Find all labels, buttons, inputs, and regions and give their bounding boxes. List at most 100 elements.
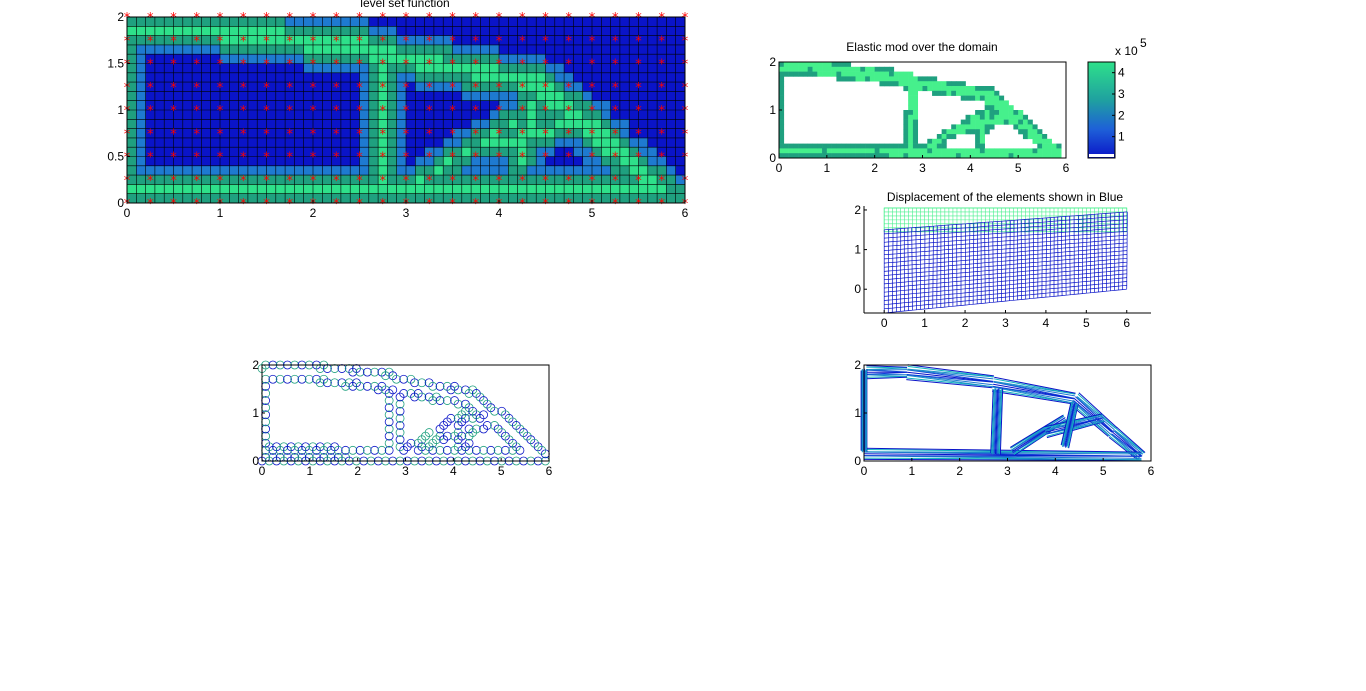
elastic-mod-cell <box>1032 138 1038 144</box>
node-marker: * <box>566 34 573 49</box>
level-set-cell <box>378 54 388 64</box>
level-set-cell <box>350 63 360 74</box>
elastic-mod-cell <box>903 110 909 116</box>
elastic-mod-cell <box>903 143 909 149</box>
elastic-mod-cell <box>850 143 856 149</box>
level-set-cell <box>489 26 500 36</box>
level-set-cell <box>229 147 239 157</box>
level-set-cell <box>173 165 184 176</box>
node-marker: * <box>449 174 456 189</box>
level-set-cell <box>415 54 425 64</box>
elastic-mod-cell <box>979 138 985 144</box>
elastic-mod-cell <box>908 100 914 106</box>
level-set-cell <box>666 17 676 27</box>
level-set-cell <box>220 91 230 101</box>
elastic-mod-cell <box>989 153 995 159</box>
node-marker: * <box>496 34 503 49</box>
elastic-mod-cell <box>855 71 861 77</box>
x-tick-label: 4 <box>450 464 457 478</box>
x-tick-label: 0 <box>124 206 131 220</box>
level-set-cell <box>220 63 230 74</box>
elastic-mod-cell <box>984 119 990 125</box>
level-set-cell <box>340 184 351 194</box>
node-marker: * <box>496 104 503 119</box>
level-set-cell <box>303 147 314 157</box>
level-set-cell <box>582 193 593 204</box>
elastic-mod-cell <box>812 62 818 68</box>
level-set-cell <box>554 128 565 139</box>
elastic-mod-cell <box>955 124 962 130</box>
level-set-cell <box>136 175 146 185</box>
elastic-mod-cell <box>812 153 818 159</box>
colorbar-white-base <box>1089 154 1114 157</box>
level-set-cell <box>387 54 397 64</box>
elastic-mod-cell <box>1027 129 1033 135</box>
level-set-cell <box>657 82 667 92</box>
level-set-cell <box>201 82 211 92</box>
level-set-cell <box>322 119 332 129</box>
circle-marker <box>297 374 307 384</box>
level-set-cell <box>619 44 630 55</box>
elastic-mod-cell <box>970 124 976 130</box>
level-set-cell <box>666 100 676 111</box>
level-set-cell <box>619 156 630 167</box>
y-tick-label: 2 <box>252 358 259 372</box>
level-set-cell <box>610 82 621 92</box>
circle-marker <box>471 445 481 455</box>
level-set-cell <box>387 137 397 148</box>
level-set-cell <box>499 110 509 120</box>
elastic-mod-cell <box>831 66 837 72</box>
elastic-mod-cell <box>927 143 933 149</box>
level-set-cell <box>145 72 156 83</box>
level-set-cell <box>554 193 565 204</box>
level-set-cell <box>526 147 537 157</box>
elastic-mod-cell <box>927 76 933 82</box>
level-set-cell <box>368 184 379 194</box>
level-set-cell <box>127 110 137 120</box>
elastic-mod-cell <box>941 129 947 135</box>
level-set-cell <box>601 193 611 204</box>
level-set-cell <box>471 156 481 167</box>
elastic-mod-cell <box>912 86 919 92</box>
node-marker: * <box>659 81 666 96</box>
elastic-mod-cell <box>1037 153 1043 159</box>
level-set-cell <box>619 137 630 148</box>
level-set-cell <box>517 184 528 194</box>
level-set-cell <box>294 91 304 101</box>
level-set-cell <box>582 137 593 148</box>
circle-marker <box>395 406 405 416</box>
level-set-cell <box>592 184 602 194</box>
level-set-cell <box>452 54 463 64</box>
level-set-cell <box>433 100 444 111</box>
circle-marker <box>399 374 409 384</box>
node-marker: * <box>635 11 642 26</box>
elastic-mod-cell <box>1046 138 1052 144</box>
x-tick-label: 4 <box>1043 316 1050 330</box>
level-set-cell <box>480 128 490 139</box>
node-marker: * <box>356 11 363 26</box>
level-set-cell <box>657 147 667 157</box>
level-set-cell <box>508 63 518 74</box>
level-set-cell <box>471 193 481 204</box>
elastic-mod-cell <box>903 119 909 125</box>
level-set-cell <box>638 100 649 111</box>
level-set-cell <box>173 184 184 194</box>
elastic-mod-cell <box>788 71 794 77</box>
level-set-cell <box>406 137 416 148</box>
level-set-cell <box>322 137 332 148</box>
elastic-mod-cell <box>1008 110 1014 116</box>
elastic-mod-cell <box>999 148 1005 154</box>
level-set-cell <box>629 147 639 157</box>
node-marker: * <box>566 127 573 142</box>
level-set-cell <box>396 175 407 185</box>
level-set-cell <box>508 128 518 139</box>
elastic-mod-cell <box>955 90 962 96</box>
level-set-cell <box>313 193 323 204</box>
level-set-cell <box>461 175 472 185</box>
node-marker: * <box>612 34 619 49</box>
elastic-mod-cell <box>884 76 890 82</box>
level-set-cell <box>173 35 184 46</box>
elastic-mod-cell <box>1022 124 1029 130</box>
level-set-cell <box>415 165 425 176</box>
level-set-cell <box>247 72 258 83</box>
